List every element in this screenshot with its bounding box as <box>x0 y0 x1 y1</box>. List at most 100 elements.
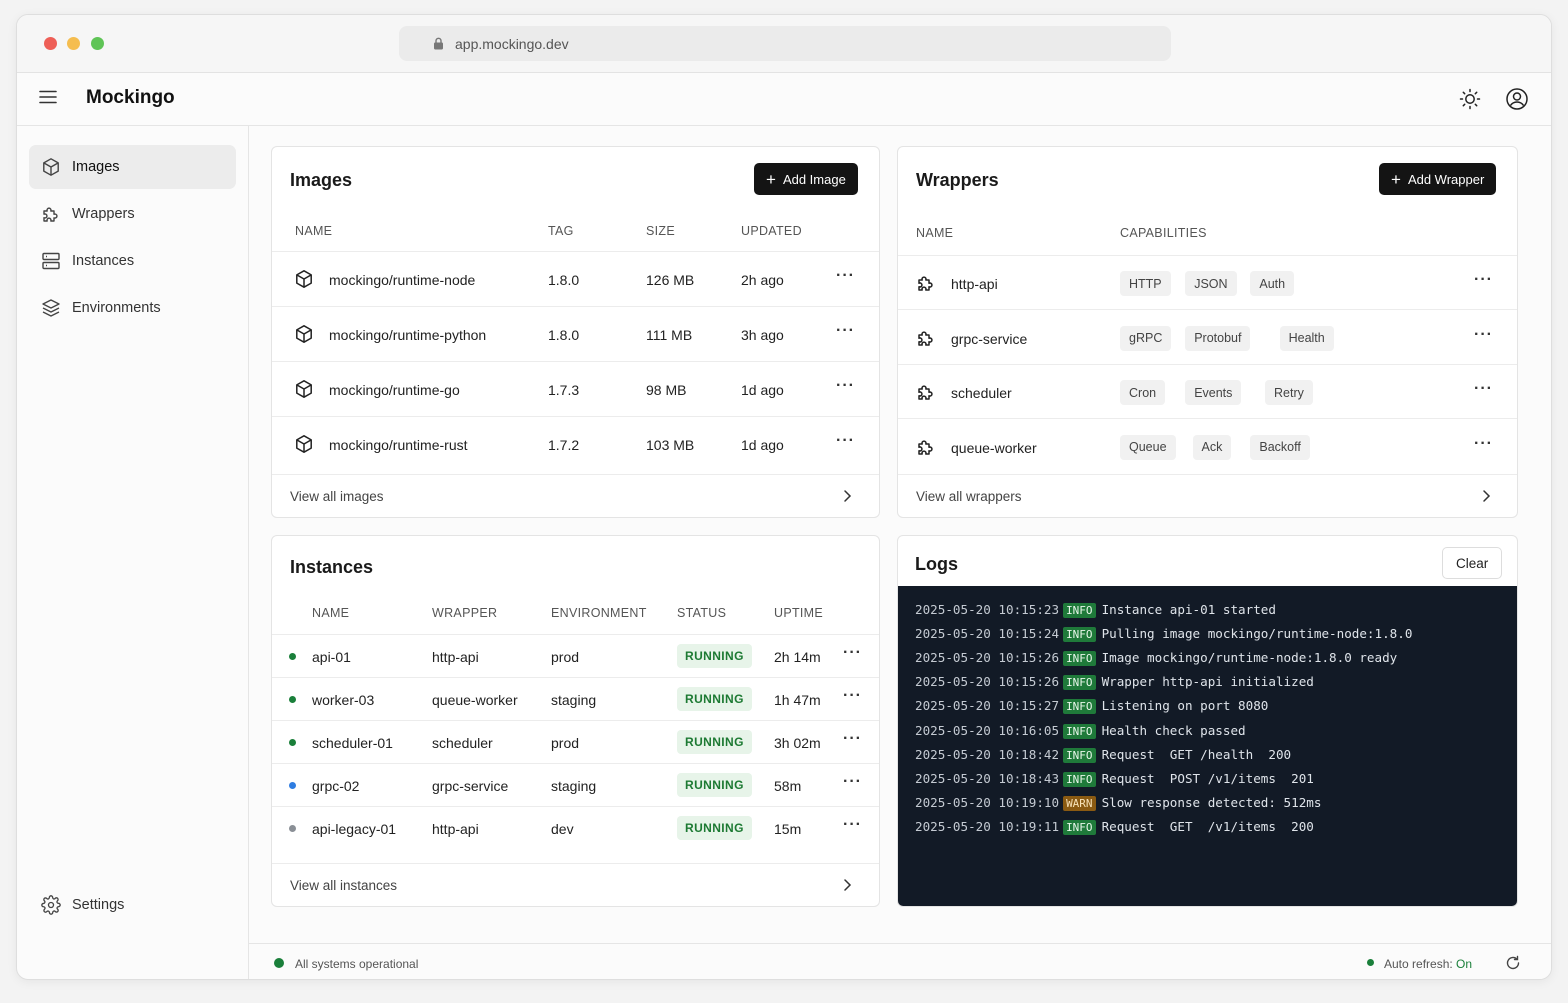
sidebar-item-settings[interactable]: Settings <box>29 883 236 927</box>
view-all-instances-link[interactable]: View all instances <box>290 878 398 893</box>
column-header-status: STATUS <box>677 606 727 620</box>
capability-chip: Queue <box>1120 434 1176 460</box>
image-name[interactable]: mockingo/runtime-go <box>329 382 460 398</box>
divider <box>272 361 879 362</box>
browser-titlebar: app.mockingo.dev <box>17 15 1551 73</box>
log-timestamp: 2025-05-20 10:15:23 <box>915 602 1060 617</box>
wrapper-name[interactable]: http-api <box>951 276 998 292</box>
log-line: 2025-05-20 10:18:42 INFO Request GET /heal… <box>915 747 1291 763</box>
more-options-icon[interactable]: ··· <box>836 432 855 449</box>
instance-name[interactable]: api-01 <box>312 649 351 665</box>
more-options-icon[interactable]: ··· <box>1474 271 1493 288</box>
image-size: 111 MB <box>646 327 693 343</box>
wrapper-name[interactable]: queue-worker <box>951 439 1037 456</box>
chevron-right-icon[interactable] <box>843 878 852 897</box>
view-all-images-link[interactable]: View all images <box>290 489 384 504</box>
status-dot <box>289 782 296 789</box>
wrappers-card-title: Wrappers <box>916 170 999 190</box>
sidebar-item-images[interactable]: Images <box>29 145 236 189</box>
menu-icon[interactable] <box>39 90 57 109</box>
sidebar-item-environments[interactable]: Environments <box>29 286 236 330</box>
more-options-icon[interactable]: ··· <box>836 267 855 284</box>
divider <box>272 806 879 807</box>
theme-toggle-sun-icon[interactable] <box>1458 87 1482 116</box>
capability-chip: gRPC <box>1120 325 1172 351</box>
more-options-icon[interactable]: ··· <box>843 730 862 747</box>
log-output[interactable]: 2025-05-20 10:15:23 INFO Instance api-01 s… <box>898 586 1517 906</box>
capability-chip: Health <box>1279 325 1334 351</box>
sidebar-item-label: Environments <box>72 300 161 316</box>
add-wrapper-button[interactable]: + Add Wrapper <box>1379 163 1497 195</box>
instance-name[interactable]: api-legacy-01 <box>312 821 397 837</box>
instance-environment: staging <box>551 692 597 708</box>
column-header-tag: TAG <box>548 224 574 238</box>
log-message: Request GET /v1/items 200 <box>1101 818 1314 834</box>
more-options-icon[interactable]: ··· <box>843 644 862 661</box>
lock-icon <box>433 37 444 55</box>
log-message: Pulling image mockingo/runtime-node:1.8.… <box>1101 626 1413 642</box>
image-updated: 1d ago <box>741 437 784 453</box>
column-header-name: NAME <box>916 226 954 240</box>
image-name[interactable]: mockingo/runtime-python <box>329 327 487 343</box>
log-level-badge: WARN <box>1063 795 1096 811</box>
more-options-icon[interactable]: ··· <box>1474 434 1493 452</box>
wrapper-name[interactable]: grpc-service <box>951 330 1028 347</box>
table-row: mockingo/runtime-rust 1.7.2 103 MB 1d ago ··… <box>272 417 879 472</box>
cube-icon <box>294 434 314 459</box>
address-bar[interactable]: app.mockingo.dev <box>399 26 1171 61</box>
image-size: 126 MB <box>646 272 695 288</box>
instance-name[interactable]: grpc-02 <box>312 778 360 794</box>
cube-icon <box>294 324 314 349</box>
chevron-right-icon[interactable] <box>843 489 852 508</box>
app-header: Mockingo <box>17 73 1551 126</box>
capability-chip: Ack <box>1192 434 1232 460</box>
instance-name[interactable]: worker-03 <box>312 692 375 708</box>
logs-card-title: Logs <box>915 554 958 574</box>
instance-uptime: 58m <box>774 778 802 794</box>
table-row: scheduler-01 scheduler prod RUNNING 3h 02m ··… <box>272 721 879 764</box>
image-updated: 3h ago <box>741 327 784 343</box>
more-options-icon[interactable]: ··· <box>836 377 855 394</box>
log-timestamp: 2025-05-20 10:19:10 <box>915 794 1060 810</box>
cube-icon <box>41 157 61 182</box>
wrapper-name[interactable]: scheduler <box>951 385 1012 401</box>
add-image-button[interactable]: + Add Image <box>754 163 858 195</box>
status-badge: RUNNING <box>677 773 752 797</box>
log-message: Wrapper http-api initialized <box>1101 674 1314 690</box>
view-all-wrappers-link[interactable]: View all wrappers <box>916 489 1022 504</box>
clear-logs-button[interactable]: Clear <box>1442 547 1503 579</box>
image-name[interactable]: mockingo/runtime-node <box>329 272 476 288</box>
divider <box>898 309 1517 310</box>
image-name[interactable]: mockingo/runtime-rust <box>329 437 468 453</box>
app-title: Mockingo <box>86 87 175 108</box>
more-options-icon[interactable]: ··· <box>836 322 855 339</box>
instance-wrapper: http-api <box>432 649 479 665</box>
refresh-icon[interactable] <box>1505 955 1521 976</box>
log-level-badge: INFO <box>1063 603 1096 618</box>
maximize-window-button[interactable] <box>91 37 104 50</box>
divider <box>272 306 879 307</box>
more-options-icon[interactable]: ··· <box>1474 380 1493 397</box>
log-timestamp: 2025-05-20 10:18:43 <box>915 770 1060 786</box>
sidebar-item-label: Images <box>72 159 120 175</box>
column-header-capabilities: CAPABILITIES <box>1120 226 1207 240</box>
chevron-right-icon[interactable] <box>1482 489 1491 508</box>
instance-name[interactable]: scheduler-01 <box>312 735 393 751</box>
close-window-button[interactable] <box>44 37 57 50</box>
more-options-icon[interactable]: ··· <box>843 773 862 790</box>
more-options-icon[interactable]: ··· <box>843 816 862 833</box>
auto-refresh-label: Auto refresh: On <box>1384 957 1472 971</box>
divider <box>898 363 1517 365</box>
auto-refresh-value[interactable]: On <box>1456 957 1473 971</box>
table-row: grpc-service gRPC Protobuf Health ··· <box>898 311 1517 365</box>
log-level-badge: INFO <box>1063 675 1096 691</box>
images-card: Images + Add Image NAME TAG SIZE UPDATED… <box>271 146 880 518</box>
user-account-icon[interactable] <box>1505 87 1529 116</box>
instance-uptime: 1h 47m <box>774 692 821 708</box>
sidebar-item-wrappers[interactable]: Wrappers <box>29 192 236 236</box>
minimize-window-button[interactable] <box>67 37 80 50</box>
table-row: mockingo/runtime-python 1.8.0 111 MB 3h ago… <box>272 307 879 362</box>
more-options-icon[interactable]: ··· <box>1474 325 1493 343</box>
sidebar-item-instances[interactable]: Instances <box>29 239 236 283</box>
more-options-icon[interactable]: ··· <box>843 687 862 704</box>
